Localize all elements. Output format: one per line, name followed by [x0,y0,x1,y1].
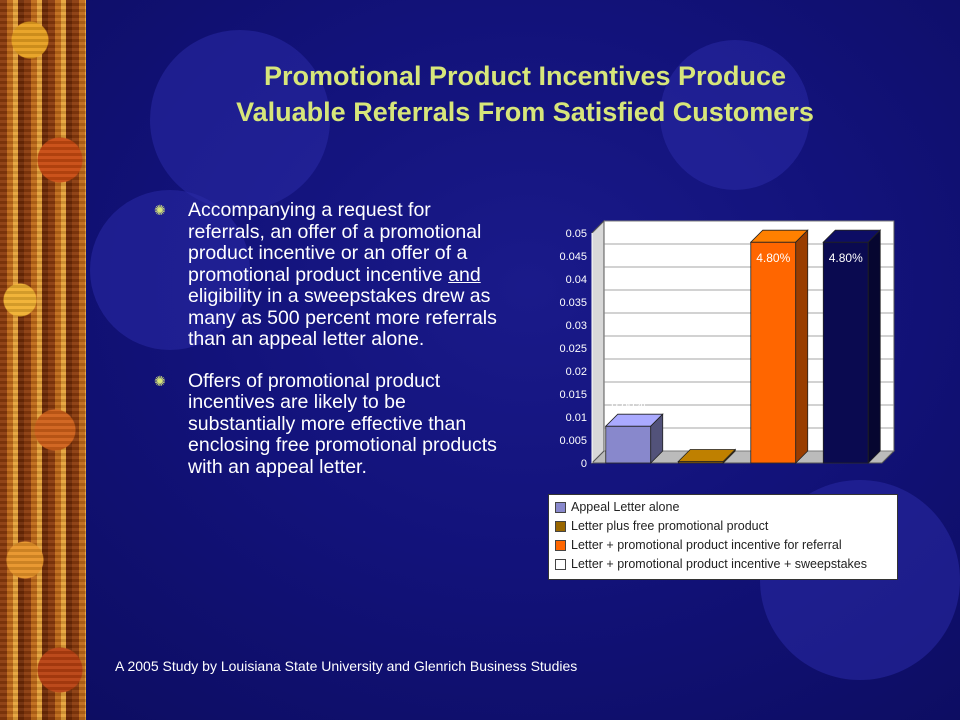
legend-label: Letter plus free promotional product [571,519,769,533]
background-gear-icon [150,30,330,210]
y-tick-label: 0.03 [566,320,587,332]
chart-legend: Appeal Letter alone Letter plus free prom… [548,494,898,580]
bar-side [867,229,881,464]
legend-swatch [555,540,566,551]
legend-swatch [555,559,566,570]
background-gear-icon [660,40,810,190]
legend-entry: Letter + promotional product incentive f… [555,536,891,555]
y-tick-label: 0.025 [559,343,587,355]
y-tick-label: 0.045 [559,251,587,263]
decorative-gear-strip [0,0,86,720]
y-tick-label: 0.05 [566,228,587,240]
bar-side [795,229,809,464]
gear-bullet-icon: ✺ [154,202,166,218]
bullet-item-1: ✺ Accompanying a request for referrals, … [150,199,510,351]
footnote: A 2005 Study by Louisiana State Universi… [115,658,578,674]
data-label: 4.80% [829,251,863,265]
legend-entry: Appeal Letter alone [555,498,891,517]
legend-swatch [555,502,566,513]
y-tick-label: 0.035 [559,297,587,309]
y-tick-label: 0 [581,458,587,470]
gear-bullet-icon: ✺ [154,372,166,389]
bullet-item-2: ✺ Offers of promotional product incentiv… [150,369,510,479]
bullet-2-text: Offers of promotional product incentives… [188,369,497,478]
data-label: 0.80% [611,397,645,411]
data-label: 4.80% [756,251,790,265]
bar [750,241,797,464]
y-tick-label: 0.01 [566,412,587,424]
legend-swatch [555,521,566,532]
y-tick-label: 0.005 [559,435,587,447]
legend-label: Appeal Letter alone [571,500,680,514]
legend-label: Letter + promotional product incentive f… [571,538,842,552]
data-label: 0% [692,430,710,444]
title-line-2: Valuable Referrals From Satisfied Custom… [236,97,814,127]
slide-title: Promotional Product Incentives Produce V… [110,58,940,130]
chart-side-wall [591,219,605,465]
legend-entry: Letter + promotional product incentive +… [555,555,891,574]
y-tick-label: 0.04 [566,274,587,286]
bar-side [650,413,664,464]
bar [822,241,869,464]
legend-entry: Letter plus free promotional product [555,517,891,536]
background-gear-icon [90,190,250,350]
y-tick-label: 0.02 [566,366,587,378]
bullet-1-text: Accompanying a request for referrals, an… [188,199,482,286]
bullet-1-text-after: eligibility in a sweepstakes drew as man… [188,285,497,350]
bar-chart: 0 0.005 0.01 0.015 0.02 0.025 0.03 0.035 0.04 0.0… [559,219,896,470]
bar-side [722,448,736,464]
bar [605,425,652,464]
bullet-list: ✺ Accompanying a request for referrals, … [150,199,510,498]
bullet-1-underlined: and [448,263,481,286]
title-line-1: Promotional Product Incentives Produce [263,61,787,91]
y-tick-label: 0.015 [559,389,587,401]
legend-label: Letter + promotional product incentive +… [571,557,868,571]
